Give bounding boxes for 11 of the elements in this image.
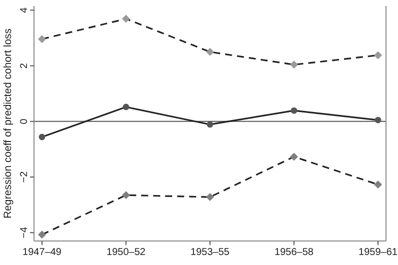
x-tick-label: 1953–55 (190, 247, 230, 258)
y-axis-title: Regression coeff of predicted cohort loss (2, 28, 14, 219)
y-tick-label: 4 (19, 6, 30, 13)
y-tick-label: −2 (19, 170, 30, 183)
y-tick-label: 0 (19, 118, 30, 124)
x-tick-label: 1959–61 (358, 247, 398, 258)
x-tick-label: 1956–58 (274, 247, 314, 258)
y-tick-label: −4 (19, 226, 30, 238)
y-tick-label: 2 (19, 62, 30, 69)
x-tick-label: 1950–52 (106, 247, 146, 258)
x-tick-label: 1947–49 (22, 247, 62, 258)
